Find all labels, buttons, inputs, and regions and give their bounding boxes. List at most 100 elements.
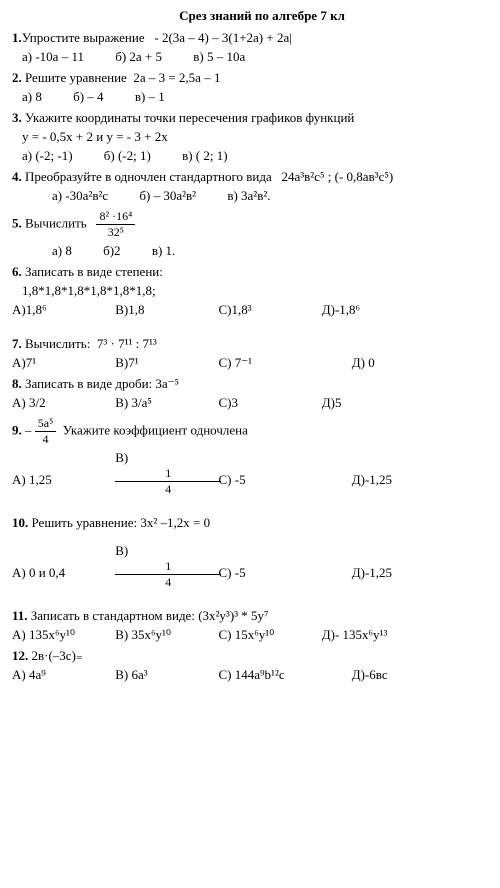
q5-den: 32⁵ [96, 225, 135, 240]
q7: 7. Вычислить: 7³ · 7¹¹ : 7¹³ [12, 336, 500, 352]
q4-b: б) – 30a²в² [139, 188, 196, 204]
q7-a: А)7¹ [12, 355, 112, 371]
q5-frac: 8² ·16⁴ 32⁵ [96, 209, 135, 240]
q1-text: Упростите выражение [22, 30, 145, 45]
q10-a: А) 0 и 0,4 [12, 565, 112, 581]
q9: 9. – 5a⁵ 4 Укажите коэффициент одночлена [12, 416, 500, 447]
q2-expr: 2a – 3 = 2,5a – 1 [133, 70, 220, 85]
q5-opts: а) 8 б)2 в) 1. [52, 243, 500, 259]
q9-a: А) 1,25 [12, 472, 112, 488]
q5-text: Вычислить [25, 215, 87, 230]
q10: 10. Решить уравнение: 3x² –1,2x = 0 [12, 515, 500, 531]
q1-expr: - 2(3a – 4) – 3(1+2a) + 2a| [154, 30, 291, 45]
q4-a: а) -30a²в²c [52, 188, 108, 204]
q4: 4. Преобразуйте в одночлен стандартного … [12, 169, 500, 185]
q3-c: в) ( 2; 1) [182, 148, 228, 164]
q9-b: В) 14 [115, 450, 215, 497]
q4-expr: 24a³в²c⁵ ; (- 0,8aв³c⁵) [282, 169, 394, 184]
q6-a: А)1,8⁶ [12, 302, 112, 318]
q3: 3. Укажите координаты точки пересечения … [12, 110, 500, 126]
q9-pre: – [25, 422, 32, 437]
q11-a: А) 135x⁶y¹⁰ [12, 627, 112, 643]
q12-d: Д)-6вс [352, 667, 452, 683]
q6-line: 1,8*1,8*1,8*1,8*1,8*1,8; [22, 283, 500, 299]
q9-text: Укажите коэффициент одночлена [63, 422, 248, 437]
q6: 6. Записать в виде степени: [12, 264, 500, 280]
q1-a: а) -10a – 11 [22, 49, 84, 65]
q10-opts: А) 0 и 0,4 В) 14 С) -5 Д)-1,25 [12, 543, 500, 590]
q10-b-label: В) [115, 543, 215, 559]
q2-c: в) – 1 [135, 89, 165, 105]
q9-frac: 5a⁵ 4 [35, 416, 57, 447]
q11-text: Записать в стандартном виде: (3x²y³)³ * … [31, 608, 269, 623]
q3-line: y = - 0,5x + 2 и y = - 3 + 2x [22, 129, 500, 145]
q10-b-den: 4 [115, 575, 221, 590]
q7-text: Вычислить: [25, 336, 90, 351]
q3-text: Укажите координаты точки пересечения гра… [25, 110, 354, 125]
q10-expr: 3x² –1,2x = 0 [140, 515, 210, 530]
q9-b-den: 4 [115, 482, 221, 497]
q4-text: Преобразуйте в одночлен стандартного вид… [25, 169, 272, 184]
q2-a: а) 8 [22, 89, 42, 105]
q10-b-frac: 14 [115, 559, 215, 590]
q11-d: Д)- 135x⁶y¹³ [322, 627, 442, 643]
q6-opts: А)1,8⁶ В)1,8 С)1,8³ Д)-1,8⁶ [12, 302, 500, 318]
q10-c: С) -5 [219, 565, 349, 581]
q9-b-label: В) [115, 450, 215, 466]
q12-b: В) 6a³ [115, 667, 215, 683]
q4-c: в) 3a²в². [227, 188, 270, 204]
q12-opts: А) 4a⁹ В) 6a³ С) 144a⁹b¹²c Д)-6вс [12, 667, 500, 683]
q11-c: С) 15x⁶y¹⁰ [219, 627, 319, 643]
q12: 12. 2в·(–3c)₌ [12, 648, 500, 664]
q5-b: б)2 [103, 243, 120, 259]
q2-opts: а) 8 б) – 4 в) – 1 [22, 89, 500, 105]
q9-d: Д)-1,25 [352, 472, 452, 488]
q12-a: А) 4a⁹ [12, 667, 112, 683]
q8-b: В) 3/a⁵ [115, 395, 215, 411]
q2-text: Решите уравнение [25, 70, 127, 85]
q6-text: Записать в виде степени: [25, 264, 163, 279]
q8-a: А) 3/2 [12, 395, 112, 411]
q11: 11. Записать в стандартном виде: (3x²y³)… [12, 608, 500, 624]
q1-opts: а) -10a – 11 б) 2a + 5 в) 5 – 10a [22, 49, 500, 65]
q7-b: В)7¹ [115, 355, 215, 371]
q12-expr: 2в·(–3c)₌ [32, 648, 83, 663]
q10-d: Д)-1,25 [352, 565, 452, 581]
q8: 8. Записать в виде дроби: 3a⁻⁵ [12, 376, 500, 392]
q9-c: С) -5 [219, 472, 349, 488]
q9-num: 5a⁵ [35, 416, 57, 432]
q12-c: С) 144a⁹b¹²c [219, 667, 349, 683]
q11-opts: А) 135x⁶y¹⁰ В) 35x⁶y¹⁰ С) 15x⁶y¹⁰ Д)- 13… [12, 627, 500, 643]
q1: 1.Упростите выражение - 2(3a – 4) – 3(1+… [12, 30, 500, 46]
q7-d: Д) 0 [352, 355, 452, 371]
q5-a: а) 8 [52, 243, 72, 259]
q2-b: б) – 4 [73, 89, 103, 105]
q9-b-frac: 14 [115, 466, 215, 497]
q7-c: С) 7⁻¹ [219, 355, 349, 371]
q1-b: б) 2a + 5 [115, 49, 162, 65]
q9-opts: А) 1,25 В) 14 С) -5 Д)-1,25 [12, 450, 500, 497]
q5-num: 8² ·16⁴ [96, 209, 135, 225]
q9-den: 4 [35, 432, 57, 447]
q6-c: С)1,8³ [219, 302, 319, 318]
q10-text: Решить уравнение: [32, 515, 138, 530]
q10-b-num: 1 [115, 559, 221, 575]
q7-expr: 7³ · 7¹¹ : 7¹³ [97, 336, 157, 351]
q11-b: В) 35x⁶y¹⁰ [115, 627, 215, 643]
q2: 2. Решите уравнение 2a – 3 = 2,5a – 1 [12, 70, 500, 86]
q9-b-num: 1 [115, 466, 221, 482]
q1-c: в) 5 – 10a [193, 49, 245, 65]
q7-opts: А)7¹ В)7¹ С) 7⁻¹ Д) 0 [12, 355, 500, 371]
page-title: Срез знаний по алгебре 7 кл [12, 8, 500, 24]
q6-d: Д)-1,8⁶ [322, 302, 422, 318]
q5-c: в) 1. [152, 243, 175, 259]
q4-opts: а) -30a²в²c б) – 30a²в² в) 3a²в². [52, 188, 500, 204]
q8-c: С)3 [219, 395, 319, 411]
q8-d: Д)5 [322, 395, 422, 411]
q3-a: а) (-2; -1) [22, 148, 73, 164]
q3-b: б) (-2; 1) [104, 148, 151, 164]
q10-b: В) 14 [115, 543, 215, 590]
q6-b: В)1,8 [115, 302, 215, 318]
q5: 5. Вычислить 8² ·16⁴ 32⁵ [12, 209, 500, 240]
q8-text: Записать в виде дроби: 3a⁻⁵ [25, 376, 179, 391]
